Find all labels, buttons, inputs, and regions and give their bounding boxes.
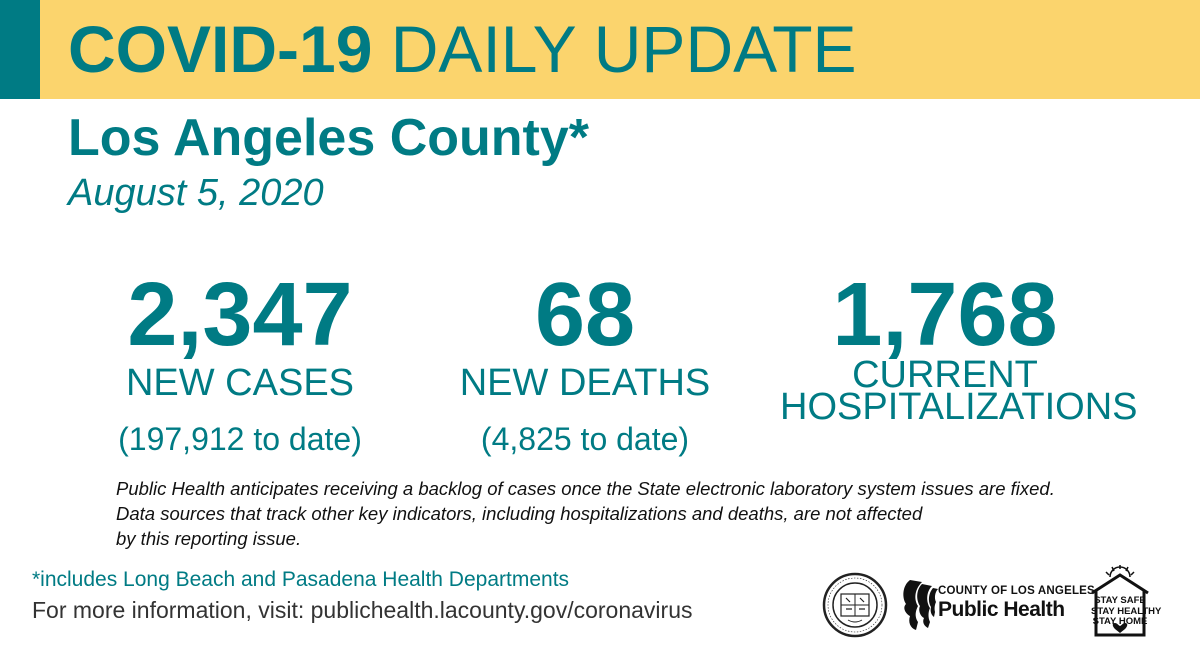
- stay-home-house-icon: [1091, 565, 1149, 637]
- stat-current-hospitalizations: 1,768 CURRENT HOSPITALIZATIONS: [780, 265, 1138, 428]
- public-health-logo-big-text: Public Health: [938, 598, 1065, 621]
- region-heading: Los Angeles County*: [68, 109, 590, 167]
- footnote: *includes Long Beach and Pasadena Health…: [32, 568, 570, 591]
- page-title: COVID-19 DAILY UPDATE: [68, 6, 857, 92]
- stat-subtext: (197,912 to date): [118, 421, 362, 457]
- page-title-rest: DAILY UPDATE: [372, 12, 857, 86]
- page-title-bold: COVID-19: [68, 12, 373, 86]
- public-health-logo-small-text: COUNTY OF LOS ANGELES: [938, 585, 1095, 597]
- stat-value: 1,768: [832, 265, 1058, 365]
- stat-label: NEW DEATHS: [459, 362, 711, 404]
- header-banner: COVID-19 DAILY UPDATE: [0, 0, 1200, 99]
- stat-label-line-2: HOSPITALIZATIONS: [780, 386, 1138, 428]
- notice-line: Data sources that track other key indica…: [116, 503, 923, 524]
- reporting-notice: Public Health anticipates receiving a ba…: [116, 476, 1176, 551]
- public-health-logo-icon: [903, 580, 938, 630]
- stay-home-line: STAY HEALTHY: [1091, 605, 1162, 617]
- more-info-link-text: For more information, visit: publichealt…: [32, 597, 693, 623]
- notice-line: by this reporting issue.: [116, 528, 302, 549]
- stat-subtext: (4,825 to date): [480, 421, 690, 457]
- stat-value: 2,347: [127, 265, 353, 365]
- stat-new-cases: 2,347 NEW CASES (197,912 to date): [85, 267, 395, 457]
- stay-home-line: STAY HOME: [1092, 616, 1148, 627]
- stay-home-logo-text: STAY SAFE STAY HEALTHY STAY HOME: [1091, 595, 1162, 628]
- stat-label: NEW CASES: [125, 362, 355, 404]
- notice-line: Public Health anticipates receiving a ba…: [116, 478, 1055, 499]
- stay-home-line: STAY SAFE: [1094, 595, 1146, 606]
- report-date: August 5, 2020: [68, 172, 324, 214]
- stat-label-line-1: CURRENT: [852, 354, 1038, 396]
- stat-value: 68: [534, 265, 636, 365]
- county-seal-icon: [822, 572, 888, 638]
- stat-new-deaths: 68 NEW DEATHS (4,825 to date): [430, 267, 740, 457]
- banner-accent-bar: [0, 0, 40, 99]
